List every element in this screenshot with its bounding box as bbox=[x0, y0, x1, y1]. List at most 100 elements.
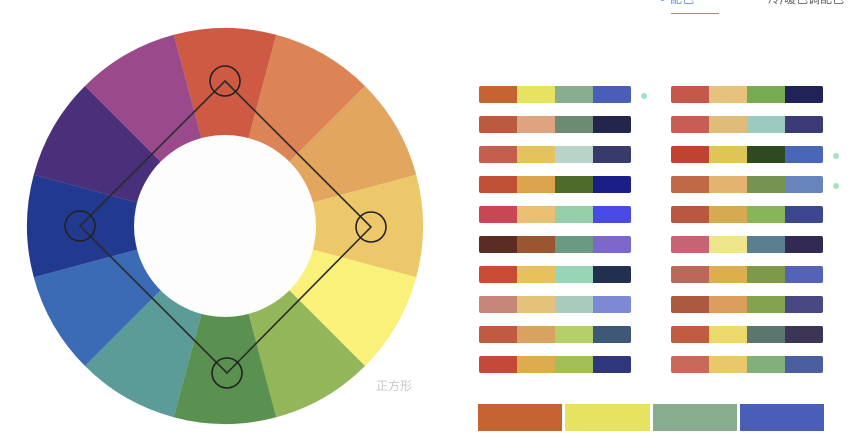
wheel-segment-4[interactable] bbox=[282, 174, 424, 278]
wheel-segment-10[interactable] bbox=[26, 174, 168, 278]
color-swatch bbox=[517, 356, 555, 373]
palette-right-6[interactable] bbox=[671, 236, 823, 253]
color-swatch bbox=[593, 326, 631, 343]
color-swatch bbox=[709, 266, 747, 283]
palette-left-4[interactable] bbox=[479, 176, 631, 193]
wheel-segment-5[interactable] bbox=[267, 241, 417, 367]
color-swatch bbox=[671, 356, 709, 373]
color-swatch bbox=[593, 146, 631, 163]
palette-right-8[interactable] bbox=[671, 296, 823, 313]
color-swatch bbox=[593, 266, 631, 283]
handle-top-icon[interactable] bbox=[209, 65, 241, 97]
tab-warm-cool[interactable]: 冷/暖色调配色 bbox=[768, 0, 844, 7]
color-swatch bbox=[785, 236, 823, 253]
square-harmony-shape bbox=[78, 79, 373, 375]
palette-right-2[interactable] bbox=[671, 116, 823, 133]
harmony-shape-label: 正方形 bbox=[376, 379, 413, 393]
color-swatch bbox=[747, 206, 785, 223]
color-swatch bbox=[479, 116, 517, 133]
color-swatch bbox=[709, 116, 747, 133]
color-swatch bbox=[555, 266, 593, 283]
palette-left-10[interactable] bbox=[479, 356, 631, 373]
palette-right-4[interactable] bbox=[671, 176, 823, 193]
wheel-segment-1[interactable] bbox=[173, 28, 277, 169]
color-swatch bbox=[747, 326, 785, 343]
color-swatch bbox=[517, 206, 555, 223]
color-swatch bbox=[747, 236, 785, 253]
palette-right-1[interactable] bbox=[671, 86, 823, 103]
color-swatch bbox=[517, 266, 555, 283]
palette-right-10[interactable] bbox=[671, 356, 823, 373]
color-swatch bbox=[671, 206, 709, 223]
color-swatch bbox=[479, 296, 517, 313]
color-swatch bbox=[593, 356, 631, 373]
color-swatch bbox=[555, 326, 593, 343]
wheel-segment-11[interactable] bbox=[33, 85, 183, 211]
color-swatch bbox=[747, 146, 785, 163]
preview-swatch-3[interactable] bbox=[652, 404, 737, 431]
color-swatch bbox=[517, 146, 555, 163]
color-swatch bbox=[747, 356, 785, 373]
wheel-segment-9[interactable] bbox=[33, 241, 183, 367]
palette-left-1[interactable] bbox=[479, 86, 631, 103]
palette-left-3[interactable] bbox=[479, 146, 631, 163]
color-swatch bbox=[593, 206, 631, 223]
color-swatch bbox=[671, 86, 709, 103]
wheel-segment-8[interactable] bbox=[84, 268, 210, 418]
color-swatch bbox=[709, 206, 747, 223]
preview-swatch-2[interactable] bbox=[565, 404, 650, 431]
handle-bottom-icon[interactable] bbox=[211, 357, 243, 389]
color-swatch bbox=[709, 326, 747, 343]
color-swatch bbox=[747, 86, 785, 103]
color-swatch bbox=[517, 86, 555, 103]
palette-right-5[interactable] bbox=[671, 206, 823, 223]
color-swatch bbox=[517, 116, 555, 133]
color-swatch bbox=[517, 296, 555, 313]
color-swatch bbox=[671, 176, 709, 193]
palette-left-9[interactable] bbox=[479, 326, 631, 343]
color-swatch bbox=[555, 116, 593, 133]
color-swatch bbox=[593, 176, 631, 193]
color-swatch bbox=[593, 296, 631, 313]
preview-swatch-4[interactable] bbox=[739, 404, 824, 431]
preview-swatch-1[interactable] bbox=[478, 404, 563, 431]
palette-left-5[interactable] bbox=[479, 206, 631, 223]
palette-left-8[interactable] bbox=[479, 296, 631, 313]
wheel-segment-6[interactable] bbox=[240, 268, 366, 418]
tab-color-scheme[interactable]: 配色 bbox=[670, 0, 694, 7]
selected-indicator-icon bbox=[641, 93, 647, 99]
color-swatch bbox=[517, 326, 555, 343]
palette-right-3[interactable] bbox=[671, 146, 823, 163]
palette-left-2[interactable] bbox=[479, 116, 631, 133]
color-swatch bbox=[785, 116, 823, 133]
color-wheel[interactable] bbox=[0, 0, 450, 440]
color-swatch bbox=[671, 146, 709, 163]
palette-right-7[interactable] bbox=[671, 266, 823, 283]
color-swatch bbox=[785, 206, 823, 223]
color-swatch bbox=[593, 116, 631, 133]
color-swatch bbox=[785, 356, 823, 373]
color-swatch bbox=[785, 326, 823, 343]
palette-left-7[interactable] bbox=[479, 266, 631, 283]
color-swatch bbox=[709, 146, 747, 163]
color-swatch bbox=[479, 266, 517, 283]
color-swatch bbox=[785, 266, 823, 283]
color-swatch bbox=[709, 176, 747, 193]
selected-indicator-icon bbox=[833, 183, 839, 189]
palette-left-6[interactable] bbox=[479, 236, 631, 253]
tab-active-indicator-icon bbox=[660, 0, 665, 1]
color-swatch bbox=[671, 236, 709, 253]
selected-indicator-icon bbox=[833, 153, 839, 159]
wheel-segment-3[interactable] bbox=[267, 85, 417, 211]
color-swatch bbox=[555, 206, 593, 223]
wheel-segment-7[interactable] bbox=[173, 283, 277, 424]
handle-right-icon[interactable] bbox=[355, 211, 387, 243]
wheel-center bbox=[134, 135, 316, 317]
color-swatch bbox=[747, 266, 785, 283]
palette-right-9[interactable] bbox=[671, 326, 823, 343]
top-tabs: 配色 冷/暖色调配色 bbox=[660, 0, 861, 14]
wheel-segment-12[interactable] bbox=[84, 34, 210, 184]
handle-left-icon[interactable] bbox=[64, 210, 96, 242]
wheel-segment-2[interactable] bbox=[240, 34, 366, 184]
color-swatch bbox=[747, 296, 785, 313]
